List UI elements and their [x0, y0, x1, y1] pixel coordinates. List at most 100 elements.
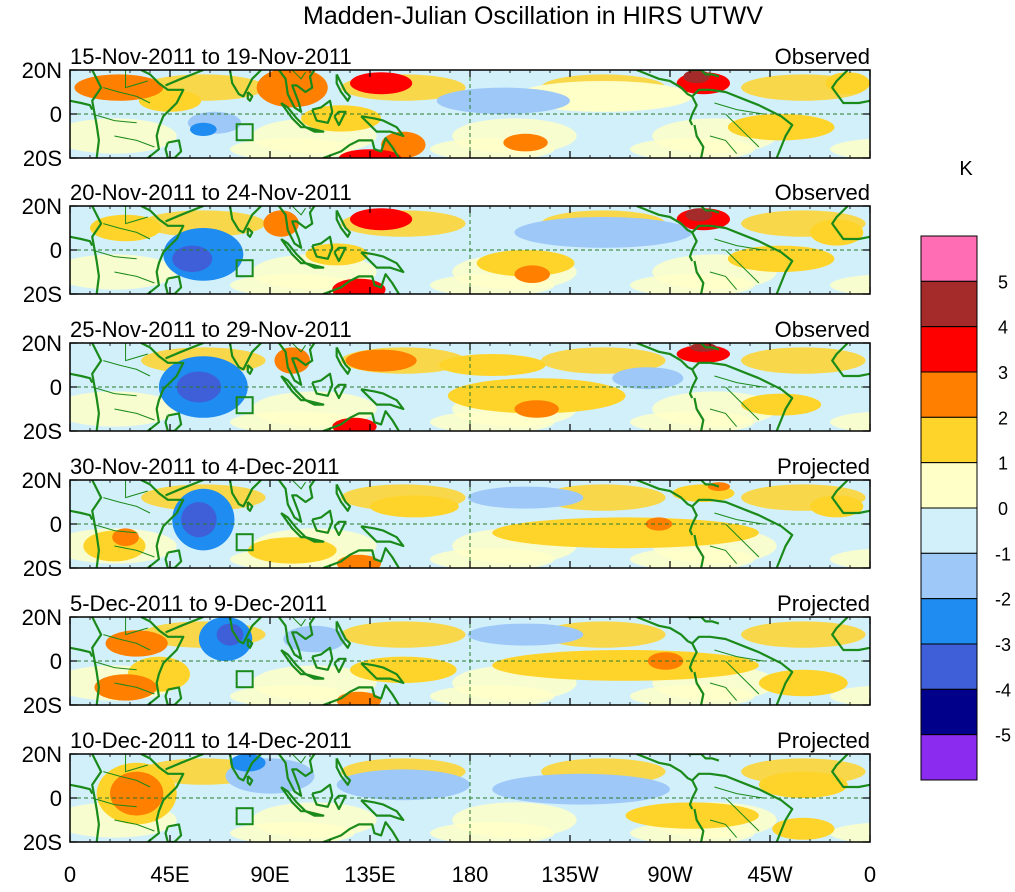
panel-period: 25-Nov-2011 to 29-Nov-2011: [70, 317, 352, 342]
y-tick-label: 20S: [23, 419, 62, 444]
coastline: [333, 520, 347, 537]
coastline: [360, 662, 405, 685]
coastline: [831, 206, 870, 241]
coastline: [360, 388, 405, 411]
anomaly-contour: [216, 623, 244, 646]
coastline: [687, 480, 720, 488]
coastline: [311, 783, 334, 808]
country-border: [709, 682, 738, 701]
anomaly-band: [630, 138, 755, 158]
coastline: [305, 399, 325, 406]
coastline: [311, 646, 334, 671]
anomaly-contour: [758, 771, 848, 798]
y-tick-label: 20N: [22, 605, 62, 630]
country-border: [92, 660, 137, 671]
anomaly-contour: [514, 265, 550, 284]
coastline: [333, 657, 347, 674]
coastline: [693, 260, 705, 294]
coastline: [636, 754, 794, 842]
x-tick-label: 90W: [647, 862, 692, 887]
map-panel: 20N 0 20S 20-Nov-2011 to 24-Nov-2011 Observe…: [22, 180, 871, 307]
panel-period: 30-Nov-2011 to 4-Dec-2011: [70, 454, 339, 479]
coastline: [322, 684, 400, 705]
coastline: [360, 115, 405, 138]
y-tick-label: 20N: [22, 742, 62, 767]
anomaly-contour: [492, 773, 670, 805]
map-panel: 20N 0 20S 5-Dec-2011 to 9-Dec-2011 Projected: [22, 591, 871, 718]
coastline: [311, 372, 334, 397]
coastline: [140, 480, 185, 568]
country-border: [92, 797, 137, 808]
anomaly-band: [230, 411, 355, 431]
coastline: [831, 70, 870, 105]
coastline: [165, 617, 204, 634]
coastline: [305, 673, 325, 680]
country-border: [103, 87, 151, 104]
country-border: [92, 113, 137, 124]
country-border: [103, 634, 151, 651]
anomaly-contour: [190, 122, 217, 136]
country-border: [291, 617, 306, 627]
colorbar-swatch: [920, 371, 978, 418]
x-tick-label: 135W: [541, 862, 599, 887]
coastline: [165, 343, 204, 360]
coastline: [165, 206, 204, 223]
anomaly-contour: [741, 393, 822, 416]
coastline: [305, 262, 325, 269]
coastline: [688, 642, 698, 673]
anomaly-field: [70, 754, 870, 842]
coastline: [228, 70, 262, 98]
anomaly-contour: [492, 517, 759, 549]
country-border: [725, 523, 760, 558]
country-border: [714, 102, 764, 115]
y-tick-label: 0: [50, 102, 62, 127]
anomaly-band: [830, 822, 870, 842]
country-border: [714, 238, 764, 251]
anomaly-contour: [758, 669, 848, 697]
country-border: [714, 375, 764, 388]
coastline: [693, 124, 705, 158]
coastline: [831, 617, 870, 652]
panel-status: Observed: [775, 317, 870, 342]
coastline: [165, 480, 204, 497]
coastline: [360, 799, 405, 822]
country-border: [114, 408, 155, 421]
country-border: [114, 682, 155, 695]
anomaly-band: [630, 411, 755, 431]
coastline: [322, 821, 400, 842]
coastline: [164, 275, 183, 294]
coastline: [333, 794, 347, 811]
country-border: [125, 70, 148, 89]
country-border: [709, 271, 738, 290]
map-panel: 20N 0 20S 15-Nov-2011 to 19-Nov-2011 Observe…: [22, 44, 871, 171]
anomaly-contour: [350, 656, 457, 683]
country-border: [291, 206, 306, 216]
colorbar-swatch: [920, 416, 978, 464]
coastline: [687, 70, 720, 78]
anomaly-contour: [181, 501, 217, 538]
anomaly-contour: [612, 367, 684, 390]
country-border: [103, 360, 151, 377]
y-tick-label: 20N: [22, 468, 62, 493]
coastline: [164, 549, 183, 568]
country-border: [125, 480, 148, 499]
panels-group: 20N 0 20S 15-Nov-2011 to 19-Nov-2011 Observe…: [22, 44, 871, 855]
country-border: [114, 819, 155, 832]
x-tick-label: 135E: [344, 862, 395, 887]
panel-status: Projected: [777, 591, 870, 616]
anomaly-contour: [172, 245, 213, 272]
colorbar-level-label: 5: [998, 272, 1008, 292]
coastline: [91, 617, 103, 705]
anomaly-contour: [350, 72, 413, 95]
country-border: [125, 617, 148, 636]
coastline: [278, 206, 316, 249]
panel-period: 10-Dec-2011 to 14-Dec-2011: [70, 728, 352, 753]
anomaly-band: [230, 138, 355, 158]
coastline: [311, 235, 334, 260]
anomaly-contour: [74, 74, 164, 101]
coastline: [335, 73, 352, 102]
anomaly-contour: [514, 400, 559, 418]
anomaly-contour: [683, 70, 711, 84]
coastline: [322, 547, 400, 568]
coastline: [335, 757, 352, 786]
